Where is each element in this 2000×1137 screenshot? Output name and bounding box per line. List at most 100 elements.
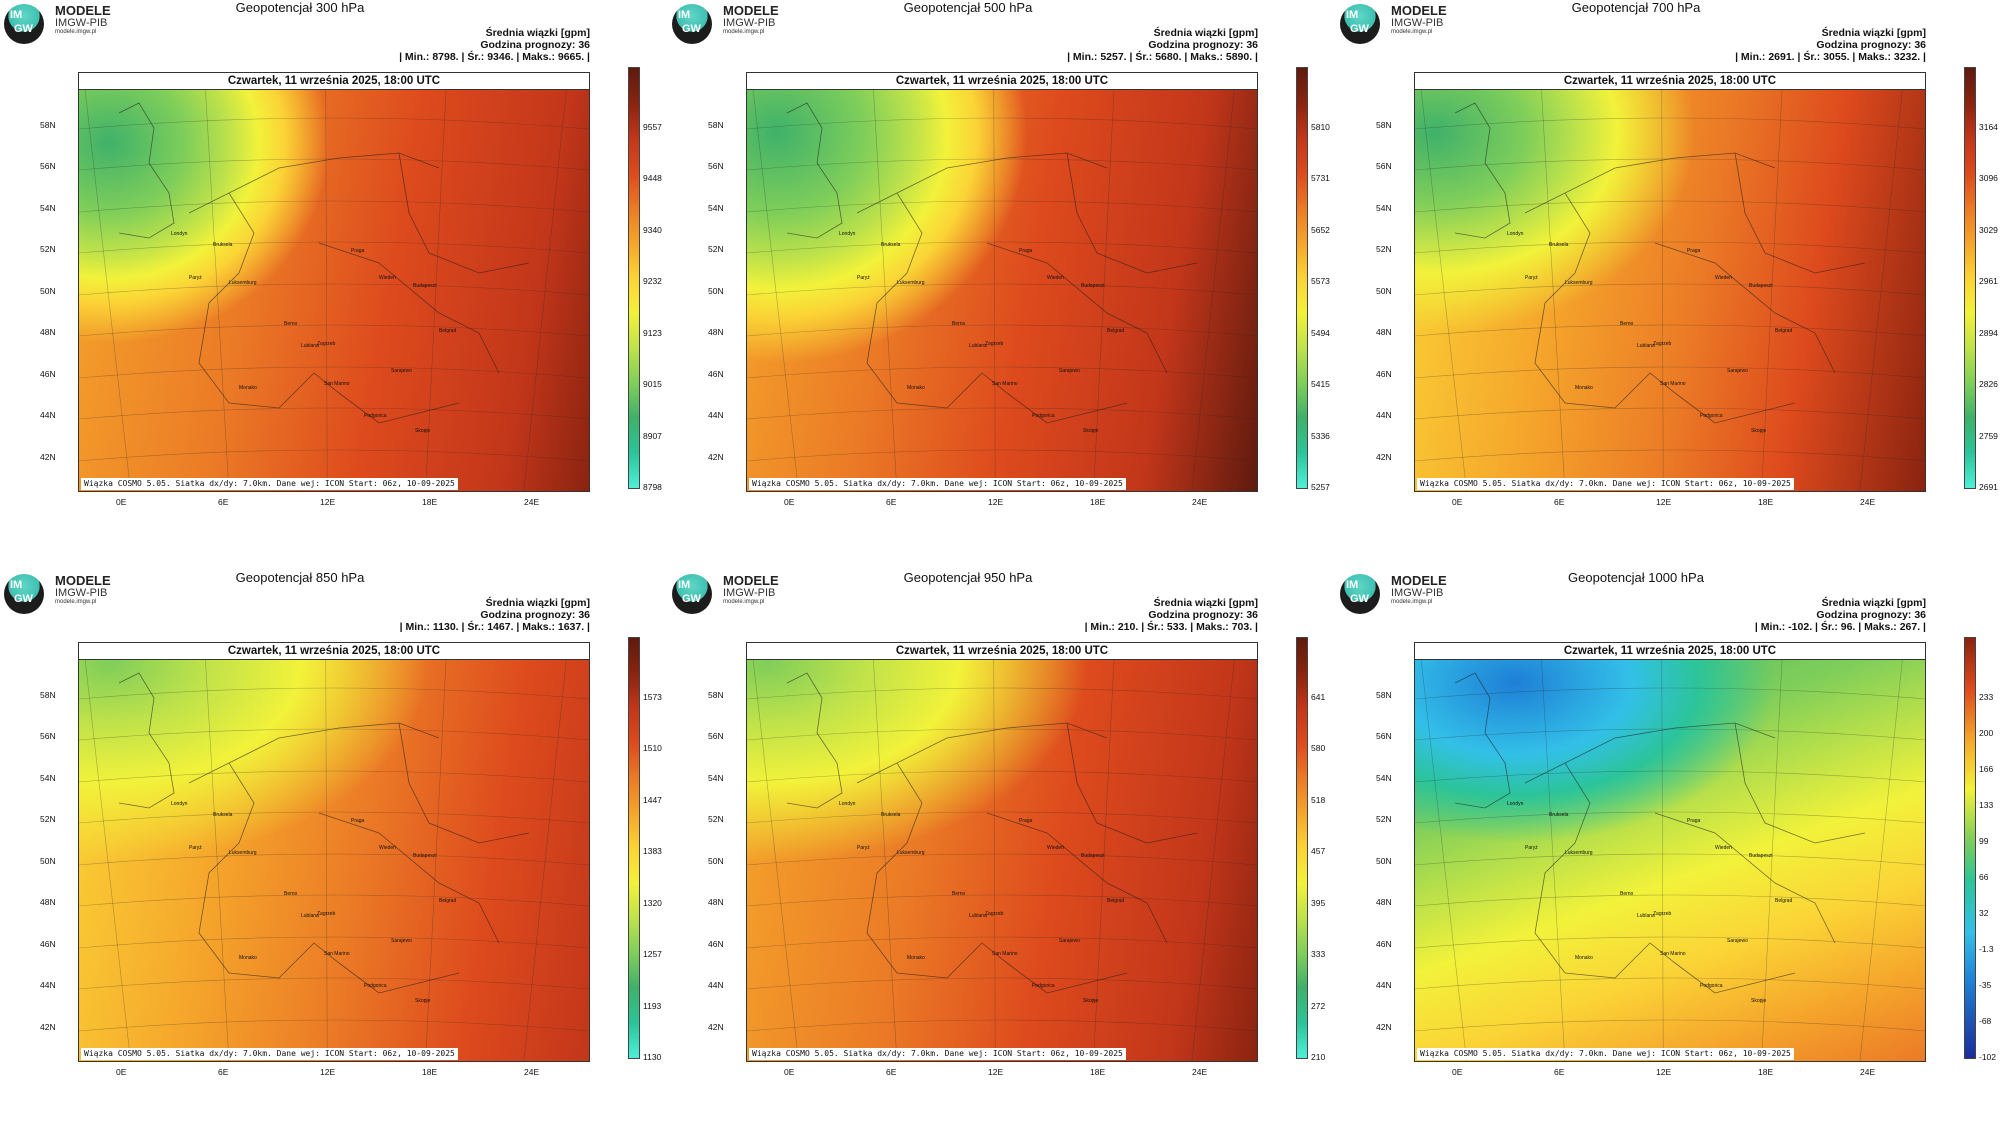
colorbar-tick: 1130	[643, 1052, 662, 1062]
colorbar-tick: 5731	[1311, 173, 1330, 184]
longitude-label: 24E	[1192, 497, 1208, 507]
parallel-line	[747, 728, 1257, 741]
city-label: Budapeszt	[1081, 853, 1105, 859]
city-label: Luksemburg	[229, 850, 257, 856]
colorbar-tick: 5494	[1311, 327, 1330, 338]
city-label: Berno	[952, 891, 966, 897]
panel-title: Geopotencjał 850 hPa	[235, 570, 365, 585]
longitude-label: 24E	[524, 1067, 540, 1077]
latitude-label: 54N	[1376, 203, 1392, 213]
logo-line1: MODELE	[723, 573, 779, 588]
city-label: Budapeszt	[1749, 283, 1773, 289]
logo-line1: MODELE	[1391, 573, 1447, 588]
longitude-label: 12E	[320, 497, 336, 507]
latitude-label: 44N	[40, 980, 56, 990]
parallel-line	[747, 853, 1257, 866]
variable-label: Średnia wiązki [gpm]	[1153, 597, 1258, 609]
map-panel: IM GW MODELE IMGW-PIB modele.imgw.pl Geopoten…	[0, 0, 662, 540]
longitude-label: 18E	[1090, 1067, 1106, 1077]
city-label: Bruksela	[881, 812, 901, 818]
longitude-label: 6E	[886, 1067, 897, 1077]
variable-label: Średnia wiązki [gpm]	[485, 27, 590, 39]
city-label: Belgrad	[439, 898, 457, 904]
city-label: Zagrzeb	[1653, 341, 1672, 347]
coastline-borders	[118, 102, 530, 424]
city-label: Lublana	[1637, 913, 1655, 919]
panel-title: Geopotencjał 300 hPa	[235, 0, 365, 15]
meridian-line	[1859, 658, 1903, 1061]
city-label: Podgorica	[1032, 413, 1055, 419]
geopotential-map: Londyn Bruksela Paryż Luksemburg Praga Wiedeń…	[1414, 72, 1926, 492]
longitude-label: 6E	[218, 497, 229, 507]
city-label: Berno	[1620, 321, 1634, 327]
logo-emblem-top: IM	[10, 9, 23, 21]
latitude-label: 46N	[40, 939, 56, 949]
city-label: Wiedeń	[1047, 275, 1064, 281]
map-panel: IM GW MODELE IMGW-PIB modele.imgw.pl Geopoten…	[668, 0, 1330, 540]
city-label: Belgrad	[1775, 328, 1793, 334]
colorbar-tick: 5573	[1311, 276, 1330, 287]
model-footer: Wiązka COSMO 5.05. Siatka dx/dy: 7.0km. …	[749, 1048, 1126, 1060]
model-footer: Wiązka COSMO 5.05. Siatka dx/dy: 7.0km. …	[81, 1048, 458, 1060]
colorbar-tick: 5257	[1311, 482, 1330, 492]
meridian-line	[1661, 658, 1664, 1061]
latitude-label: 50N	[708, 856, 724, 866]
meridian-line	[1541, 88, 1566, 491]
meridian-line	[425, 658, 447, 1061]
city-label: Skopje	[1083, 428, 1099, 434]
latitude-label: 42N	[1376, 452, 1392, 462]
city-label: Budapeszt	[1081, 283, 1105, 289]
imgw-logo: IM GW MODELE IMGW-PIB modele.imgw.pl	[668, 0, 808, 44]
latitude-label: 42N	[708, 452, 724, 462]
city-label: Podgorica	[364, 413, 387, 419]
parallel-line	[1415, 770, 1925, 783]
parallel-line	[747, 117, 1257, 130]
city-label: Praga	[1687, 248, 1701, 254]
city-label: Londyn	[1507, 231, 1524, 237]
meridian-line	[325, 88, 328, 491]
meridian-line	[205, 88, 230, 491]
city-label: San Marino	[324, 951, 350, 957]
parallel-line	[79, 324, 589, 337]
meridian-line	[425, 88, 447, 491]
parallel-line	[79, 894, 589, 907]
parallel-line	[1415, 853, 1925, 866]
colorbar-tick: 1193	[643, 1000, 662, 1011]
parallel-line	[79, 200, 589, 213]
colorbar-tick: 395	[1311, 897, 1326, 908]
latitude-label: 52N	[708, 814, 724, 824]
map-overlay	[79, 88, 589, 491]
coastline-borders	[1454, 102, 1866, 424]
meridian-line	[1761, 88, 1783, 491]
forecast-date: Czwartek, 11 września 2025, 18:00 UTC	[1415, 73, 1925, 90]
colorbar-tick: 9232	[643, 276, 662, 287]
geopotential-map: Londyn Bruksela Paryż Luksemburg Praga Wiedeń…	[746, 72, 1258, 492]
colorbar-tick: 2961	[1979, 276, 1998, 287]
city-label: Luksemburg	[1565, 850, 1593, 856]
colorbar-tick: 1257	[643, 949, 662, 960]
city-label: Monako	[1575, 955, 1593, 961]
meridian-line	[1191, 658, 1235, 1061]
city-label: Skopje	[1751, 998, 1767, 1004]
meridian-line	[84, 658, 131, 1061]
city-label: Monako	[907, 955, 925, 961]
city-label: Zagrzeb	[1653, 911, 1672, 917]
forecast-date: Czwartek, 11 września 2025, 18:00 UTC	[1415, 643, 1925, 660]
logo-line3: modele.imgw.pl	[55, 29, 97, 35]
latitude-label: 48N	[40, 327, 56, 337]
parallel-line	[747, 449, 1257, 462]
latitude-label: 56N	[708, 731, 724, 741]
city-label: Wiedeń	[379, 275, 396, 281]
colorbar-tick: 9448	[643, 173, 662, 184]
latitude-label: 42N	[708, 1022, 724, 1032]
latitude-label: 56N	[1376, 731, 1392, 741]
meridian-line	[1859, 88, 1903, 491]
latitude-label: 58N	[1376, 120, 1392, 130]
meridian-line	[993, 88, 996, 491]
panel-info: Średnia wiązki [gpm] Godzina prognozy: 36…	[399, 27, 590, 63]
city-label: Podgorica	[1032, 983, 1055, 989]
map-panel: IM GW MODELE IMGW-PIB modele.imgw.pl Geopoten…	[1336, 570, 1996, 1110]
latitude-label: 56N	[708, 161, 724, 171]
forecast-hour: Godzina prognozy: 36	[1148, 39, 1258, 51]
panel-info: Średnia wiązki [gpm] Godzina prognozy: 36…	[1755, 597, 1926, 633]
